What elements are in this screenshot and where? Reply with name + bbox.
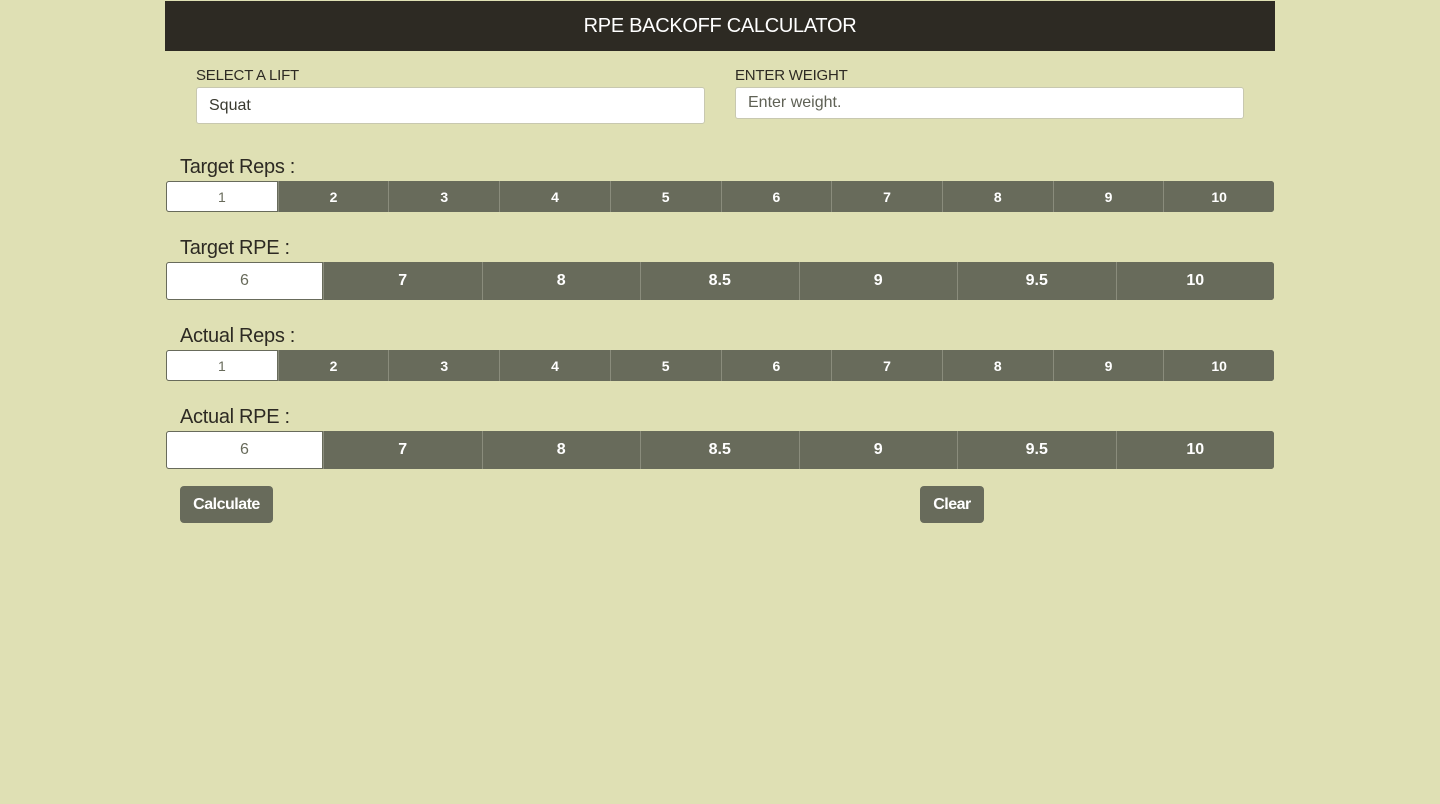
app-header: RPE BACKOFF CALCULATOR <box>165 1 1275 51</box>
lift-label: SELECT A LIFT <box>196 67 300 84</box>
target-reps-option[interactable]: 5 <box>609 181 721 212</box>
actual-reps-group: 1 2 3 4 5 6 7 8 9 10 <box>166 350 1274 381</box>
actual-reps-option[interactable]: 8 <box>941 350 1053 381</box>
actual-reps-option[interactable]: 10 <box>1163 350 1274 381</box>
weight-label: ENTER WEIGHT <box>735 67 848 84</box>
actual-reps-option[interactable]: 7 <box>831 350 942 381</box>
target-rpe-group: 6 7 8 8.5 9 9.5 10 <box>166 262 1274 300</box>
actual-rpe-option[interactable]: 8.5 <box>640 431 799 469</box>
target-reps-option[interactable]: 6 <box>720 181 832 212</box>
actual-reps-label: Actual Reps : <box>180 325 296 347</box>
target-reps-option[interactable]: 4 <box>499 181 610 212</box>
actual-reps-option[interactable]: 1 <box>166 350 278 381</box>
target-reps-option[interactable]: 8 <box>941 181 1053 212</box>
target-reps-option[interactable]: 1 <box>166 181 278 212</box>
target-reps-group: 1 2 3 4 5 6 7 8 9 10 <box>166 181 1274 212</box>
actual-reps-option[interactable]: 5 <box>609 350 721 381</box>
page-title: RPE BACKOFF CALCULATOR <box>583 14 857 37</box>
lift-select-input[interactable] <box>196 87 705 124</box>
calculate-button[interactable]: Calculate <box>180 486 273 523</box>
target-rpe-option[interactable]: 8.5 <box>640 262 799 300</box>
target-reps-label: Target Reps : <box>180 156 296 178</box>
actual-rpe-option[interactable]: 6 <box>166 431 323 469</box>
actual-rpe-option[interactable]: 9.5 <box>957 431 1116 469</box>
actual-reps-option[interactable]: 6 <box>720 350 832 381</box>
target-rpe-option[interactable]: 9.5 <box>957 262 1116 300</box>
target-rpe-option[interactable]: 8 <box>481 262 640 300</box>
target-reps-option[interactable]: 2 <box>277 181 389 212</box>
actual-reps-option[interactable]: 9 <box>1052 350 1164 381</box>
actual-rpe-option[interactable]: 8 <box>481 431 640 469</box>
actual-rpe-option[interactable]: 7 <box>323 431 482 469</box>
target-reps-option[interactable]: 10 <box>1163 181 1274 212</box>
target-rpe-option[interactable]: 10 <box>1115 262 1274 300</box>
actual-rpe-option[interactable]: 10 <box>1115 431 1274 469</box>
target-reps-option[interactable]: 7 <box>831 181 942 212</box>
target-reps-option[interactable]: 9 <box>1052 181 1164 212</box>
clear-button[interactable]: Clear <box>920 486 984 523</box>
target-rpe-label: Target RPE : <box>180 237 290 259</box>
target-reps-option[interactable]: 3 <box>388 181 500 212</box>
target-rpe-option[interactable]: 9 <box>798 262 957 300</box>
target-rpe-option[interactable]: 6 <box>166 262 323 300</box>
weight-input[interactable] <box>735 87 1244 119</box>
actual-rpe-label: Actual RPE : <box>180 406 290 428</box>
actual-rpe-option[interactable]: 9 <box>798 431 957 469</box>
actual-reps-option[interactable]: 4 <box>499 350 610 381</box>
actual-reps-option[interactable]: 3 <box>388 350 500 381</box>
actual-reps-option[interactable]: 2 <box>277 350 389 381</box>
target-rpe-option[interactable]: 7 <box>323 262 482 300</box>
actual-rpe-group: 6 7 8 8.5 9 9.5 10 <box>166 431 1274 469</box>
